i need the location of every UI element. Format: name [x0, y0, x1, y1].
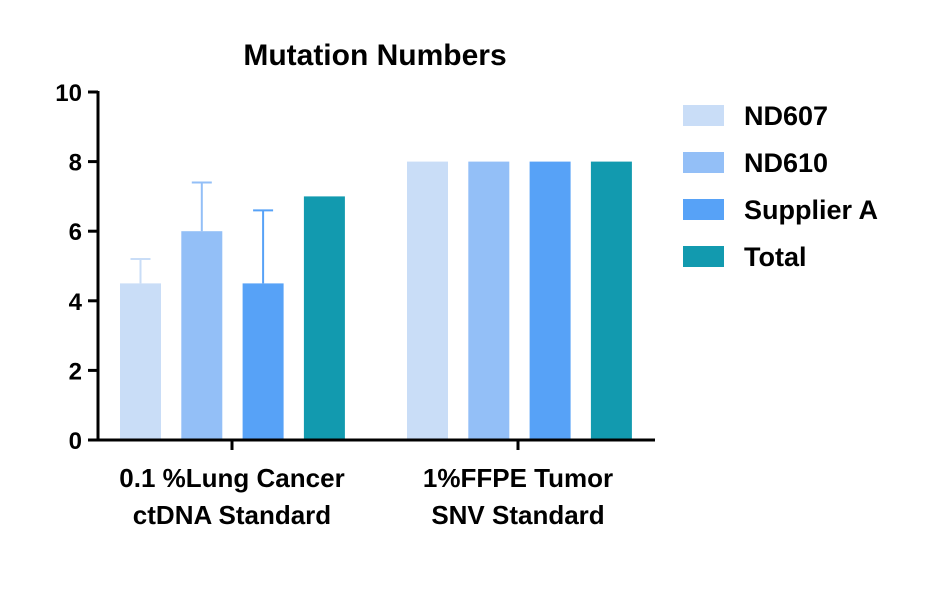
- bar-2-1: [529, 161, 571, 440]
- bar-0-1: [407, 161, 448, 440]
- error-bars-group: [130, 181, 274, 284]
- bar-2-0: [242, 283, 284, 440]
- bars-group: [120, 161, 632, 440]
- bar-3-1: [590, 161, 632, 440]
- legend-swatch-0: [683, 105, 724, 126]
- x-tick-label-1-0: 1%FFPE Tumor: [423, 463, 613, 493]
- legend-swatch-1: [683, 152, 724, 173]
- legend-label-1: ND610: [744, 148, 828, 178]
- legend: ND607 ND610 Supplier A Total: [683, 101, 878, 272]
- legend-swatch-2: [683, 199, 724, 220]
- y-tick-label-5: 10: [55, 80, 82, 107]
- y-tick-label-2: 4: [69, 289, 83, 316]
- bar-0-0: [120, 283, 161, 440]
- x-tick-label-0-0: 0.1 %Lung Cancer: [119, 463, 344, 493]
- x-tick-label-1-1: SNV Standard: [431, 500, 604, 530]
- bar-3-0: [303, 196, 345, 440]
- bar-1-0: [181, 231, 223, 440]
- x-tick-label-0-1: ctDNA Standard: [133, 500, 331, 530]
- legend-label-2: Supplier A: [744, 195, 878, 225]
- bar-1-1: [468, 161, 510, 440]
- legend-swatch-3: [683, 246, 724, 267]
- y-tick-label-1: 2: [69, 358, 82, 385]
- y-tick-label-3: 6: [69, 219, 82, 246]
- legend-label-3: Total: [744, 242, 807, 272]
- axes-group: 0 2 4 6 8 10 0.1 %Lung Cancer ctDNA Standard 1%F…: [55, 80, 655, 530]
- legend-label-0: ND607: [744, 101, 828, 131]
- y-tick-label-4: 8: [69, 150, 82, 177]
- y-tick-label-0: 0: [69, 428, 82, 455]
- chart-title: Mutation Numbers: [243, 39, 506, 72]
